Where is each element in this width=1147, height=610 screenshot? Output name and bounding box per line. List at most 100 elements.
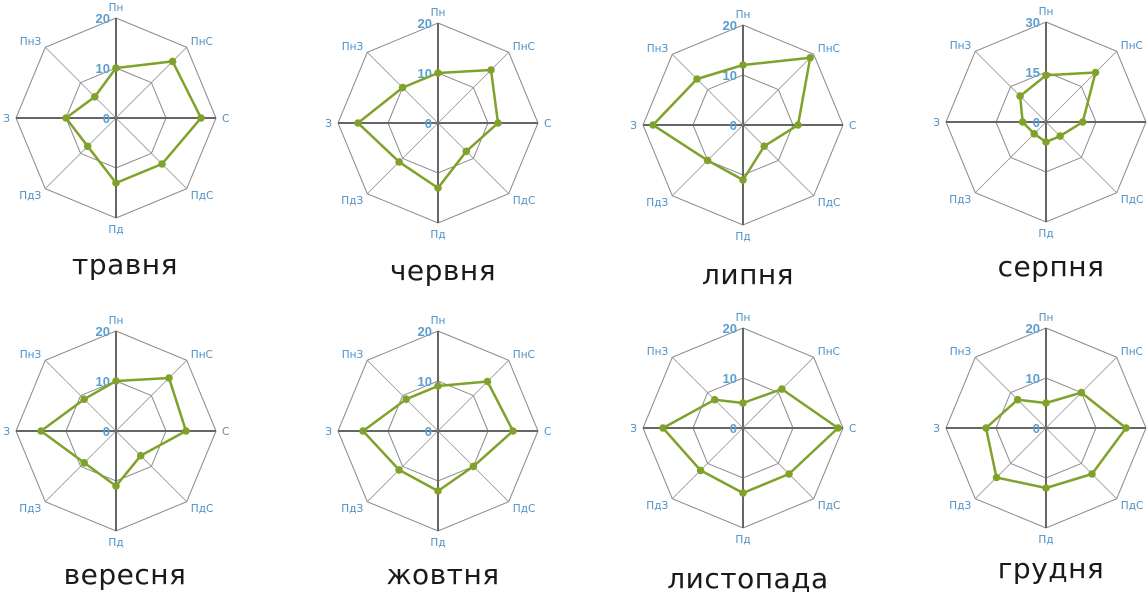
direction-label: З	[325, 118, 332, 130]
series-line	[661, 387, 840, 495]
data-point	[1091, 68, 1100, 77]
direction-label: Пд	[430, 229, 445, 241]
axis-spoke	[115, 360, 187, 432]
data-point	[1122, 424, 1130, 432]
axis-spoke	[742, 427, 814, 499]
data-point	[80, 395, 88, 403]
direction-label: ПдЗ	[19, 503, 41, 515]
radar-panel: 0 10 20 Пн ПнС С ПдС Пд ПдЗ З ПнЗ вересня	[3, 315, 260, 610]
chart-caption: жовтня	[386, 558, 500, 591]
direction-label: ПнЗ	[647, 346, 669, 358]
data-point	[806, 54, 814, 62]
tick-label: 10	[723, 371, 737, 386]
data-point	[395, 158, 403, 166]
direction-label: С	[849, 423, 856, 435]
direction-label: С	[222, 426, 229, 438]
tick-label: 0	[1033, 115, 1040, 130]
axis-spoke	[975, 427, 1047, 499]
direction-label: Пд	[1038, 228, 1053, 240]
series-line	[64, 60, 203, 185]
data-point	[434, 184, 442, 192]
data-point	[739, 176, 747, 184]
direction-label: З	[933, 117, 940, 129]
data-point	[785, 470, 793, 478]
data-point	[354, 119, 362, 127]
axis-spoke	[45, 117, 117, 189]
axis-spoke	[45, 430, 117, 502]
direction-label: Пн	[109, 2, 124, 14]
axis-spoke	[45, 360, 117, 432]
axis-spoke	[367, 360, 439, 432]
data-point	[83, 142, 92, 151]
data-point	[494, 119, 502, 127]
direction-label: ПдС	[1121, 500, 1144, 512]
direction-label: ПнЗ	[342, 41, 364, 53]
data-point	[197, 114, 205, 122]
axis-spoke	[437, 360, 509, 432]
data-point	[739, 61, 747, 69]
axis-spoke	[742, 124, 814, 196]
chart-caption: серпня	[997, 250, 1105, 283]
data-point	[359, 427, 367, 435]
data-point	[434, 487, 442, 495]
direction-label: ПдС	[191, 503, 214, 515]
data-point	[992, 473, 1001, 482]
data-point	[739, 399, 747, 407]
data-point	[1042, 399, 1050, 407]
axis-spoke	[1045, 427, 1117, 499]
data-point	[395, 466, 403, 474]
direction-label: Пд	[108, 537, 123, 549]
direction-label: ПнС	[191, 36, 213, 48]
direction-label: С	[544, 426, 551, 438]
direction-label: Пн	[431, 315, 446, 327]
data-point	[483, 377, 492, 386]
axis-spoke	[1045, 121, 1117, 193]
radar-panel: 0 10 20 Пн ПнС С ПдС Пд ПдЗ З ПнЗ травня	[3, 2, 260, 298]
direction-label: Пд	[430, 537, 445, 549]
axis-spoke	[367, 122, 439, 194]
direction-label: ПнЗ	[20, 349, 42, 361]
axis-spoke	[742, 357, 814, 429]
data-point	[434, 69, 442, 77]
direction-label: Пд	[1038, 534, 1053, 546]
tick-label: 0	[425, 116, 432, 131]
direction-label: Пн	[109, 315, 124, 327]
direction-label: Пн	[1039, 6, 1054, 18]
data-point	[462, 147, 471, 156]
data-point	[136, 451, 145, 460]
tick-label: 10	[723, 68, 737, 83]
chart-caption: листопада	[667, 562, 829, 595]
tick-label: 20	[723, 321, 737, 336]
tick-label: 0	[103, 424, 110, 439]
direction-label: ПдС	[513, 195, 536, 207]
data-point	[168, 57, 177, 66]
data-point	[1018, 118, 1027, 126]
direction-label: ПдС	[818, 500, 841, 512]
data-point	[834, 424, 842, 432]
radar-panel: 0 10 20 Пн ПнС С ПдС Пд ПдЗ З ПнЗ листопада	[630, 312, 883, 608]
direction-label: З	[630, 423, 637, 435]
tick-label: 10	[96, 61, 110, 76]
data-point	[778, 385, 786, 393]
data-point	[1056, 132, 1064, 140]
data-point	[398, 83, 407, 92]
direction-label: ПнС	[1121, 346, 1143, 358]
axis-spoke	[1045, 51, 1117, 123]
axis-spoke	[975, 51, 1047, 123]
data-point	[1077, 388, 1086, 397]
axis-spoke	[672, 357, 744, 429]
direction-label: ПдС	[513, 503, 536, 515]
tick-label: 10	[1026, 371, 1040, 386]
direction-label: ПнС	[191, 349, 213, 361]
direction-label: С	[544, 118, 551, 130]
data-point	[487, 66, 495, 74]
data-point	[112, 377, 120, 385]
direction-label: ПдС	[1121, 194, 1144, 206]
data-point	[760, 142, 768, 150]
direction-label: З	[3, 113, 10, 125]
tick-label: 0	[730, 421, 737, 436]
